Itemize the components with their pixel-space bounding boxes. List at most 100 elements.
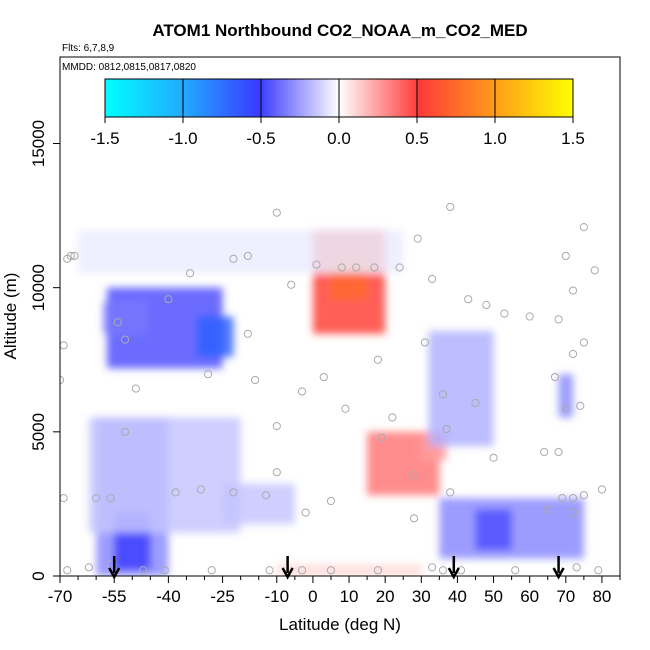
x-tick-label: 10 bbox=[340, 587, 359, 606]
sample-point bbox=[341, 404, 350, 413]
x-tick-label: -10 bbox=[264, 587, 289, 606]
sample-point bbox=[554, 447, 563, 457]
anomaly-region-14 bbox=[78, 230, 404, 274]
sample-point bbox=[185, 269, 195, 278]
x-tick-label: 30 bbox=[412, 587, 431, 606]
sample-point bbox=[572, 563, 581, 572]
sample-point bbox=[272, 208, 281, 217]
plot-frame bbox=[59, 56, 621, 577]
sample-point bbox=[243, 329, 252, 338]
sample-point bbox=[326, 496, 336, 506]
y-axis: 0 5000 10000 15000 bbox=[29, 120, 60, 581]
anomaly-region-6 bbox=[222, 483, 295, 525]
anomaly-region-12 bbox=[439, 498, 584, 559]
anomaly-region-16 bbox=[276, 564, 422, 576]
x-tick-label: 80 bbox=[592, 587, 611, 606]
sample-point bbox=[66, 251, 75, 261]
x-axis: -70 -55 -40 -25 -10 0 10 20 30 40 50 60 70 80 bbox=[48, 576, 621, 606]
y-tick-label: 10000 bbox=[29, 264, 48, 311]
sample-point bbox=[207, 566, 216, 575]
x-tick-label: -40 bbox=[156, 587, 181, 606]
sample-point bbox=[120, 427, 130, 436]
sample-point bbox=[464, 295, 473, 304]
sample-point bbox=[297, 387, 307, 396]
x-tick-label: -25 bbox=[210, 587, 235, 606]
sample-point bbox=[60, 341, 68, 350]
colorbar: -1.5 -1.0 -0.5 0.0 0.5 1.0 1.5 bbox=[90, 78, 585, 148]
y-axis-label: Altitude (m) bbox=[1, 273, 20, 360]
anomaly-region-5 bbox=[88, 417, 241, 533]
flight-arrow bbox=[552, 556, 565, 580]
sample-point bbox=[554, 315, 563, 324]
sample-point bbox=[265, 566, 274, 575]
colorbar-tick-label: 0.5 bbox=[405, 129, 429, 148]
sample-point bbox=[442, 424, 451, 434]
sample-point bbox=[326, 566, 336, 575]
anomaly-region-15 bbox=[558, 374, 574, 418]
sample-point bbox=[561, 404, 570, 413]
sample-point bbox=[204, 370, 213, 379]
x-tick-label: -70 bbox=[48, 587, 73, 606]
sample-point bbox=[568, 494, 578, 503]
sample-point bbox=[84, 563, 94, 572]
sample-point bbox=[63, 566, 72, 575]
y-tick-label: 0 bbox=[29, 571, 48, 580]
sample-point bbox=[377, 433, 386, 442]
sample-point bbox=[568, 508, 578, 517]
sample-point bbox=[489, 453, 498, 462]
sample-point bbox=[287, 280, 296, 289]
y-tick-label: 5000 bbox=[29, 413, 48, 451]
sample-point bbox=[576, 401, 585, 410]
colorbar-tick-label: -1.5 bbox=[90, 129, 119, 148]
sample-point bbox=[352, 263, 361, 272]
sample-point bbox=[540, 447, 549, 457]
sample-point bbox=[319, 372, 328, 382]
colorbar-tick-label: -1.0 bbox=[168, 129, 197, 148]
chart-title: ATOM1 Northbound CO2_NOAA_m_CO2_MED bbox=[152, 21, 527, 40]
sample-point bbox=[164, 295, 173, 304]
sample-point bbox=[70, 251, 79, 261]
sample-point bbox=[60, 494, 68, 503]
colorbar-tick-label: 0.0 bbox=[327, 129, 351, 148]
sample-point bbox=[561, 251, 570, 261]
colorbar-tick-label: 1.5 bbox=[561, 129, 585, 148]
sample-point bbox=[594, 566, 603, 575]
sample-point bbox=[438, 390, 448, 399]
sample-point bbox=[113, 318, 122, 327]
sample-point bbox=[420, 338, 430, 347]
sample-point bbox=[373, 566, 383, 575]
sample-point bbox=[312, 260, 321, 269]
sample-point bbox=[413, 234, 422, 243]
sample-point bbox=[579, 338, 588, 347]
colorbar-tick-label: 1.0 bbox=[483, 129, 507, 148]
sample-point bbox=[500, 309, 509, 318]
sample-point bbox=[229, 488, 238, 497]
x-tick-label: 40 bbox=[448, 587, 467, 606]
sample-point bbox=[558, 494, 567, 503]
sample-point bbox=[196, 485, 206, 494]
x-tick-label: 20 bbox=[376, 587, 395, 606]
sample-point bbox=[446, 488, 455, 497]
flight-arrow bbox=[281, 556, 294, 580]
sample-point bbox=[597, 485, 607, 494]
sample-point bbox=[471, 398, 480, 408]
sample-point bbox=[446, 202, 455, 212]
y-tick-label: 15000 bbox=[29, 120, 48, 167]
sample-point bbox=[428, 563, 437, 572]
sample-point bbox=[337, 263, 346, 272]
x-tick-label: 0 bbox=[308, 587, 317, 606]
sample-point bbox=[229, 254, 238, 263]
sample-point bbox=[250, 375, 260, 385]
sample-point bbox=[301, 508, 310, 517]
sample-point bbox=[373, 355, 383, 364]
sample-point bbox=[272, 421, 281, 431]
flight-arrow bbox=[447, 556, 460, 580]
sample-point bbox=[243, 251, 252, 261]
flights-label: Flts: 6,7,8,9 bbox=[62, 43, 115, 54]
sample-point bbox=[160, 566, 169, 575]
x-tick-label: 50 bbox=[484, 587, 503, 606]
anomaly-region-11 bbox=[428, 330, 494, 447]
sample-point bbox=[409, 470, 419, 480]
sample-point bbox=[409, 514, 419, 523]
